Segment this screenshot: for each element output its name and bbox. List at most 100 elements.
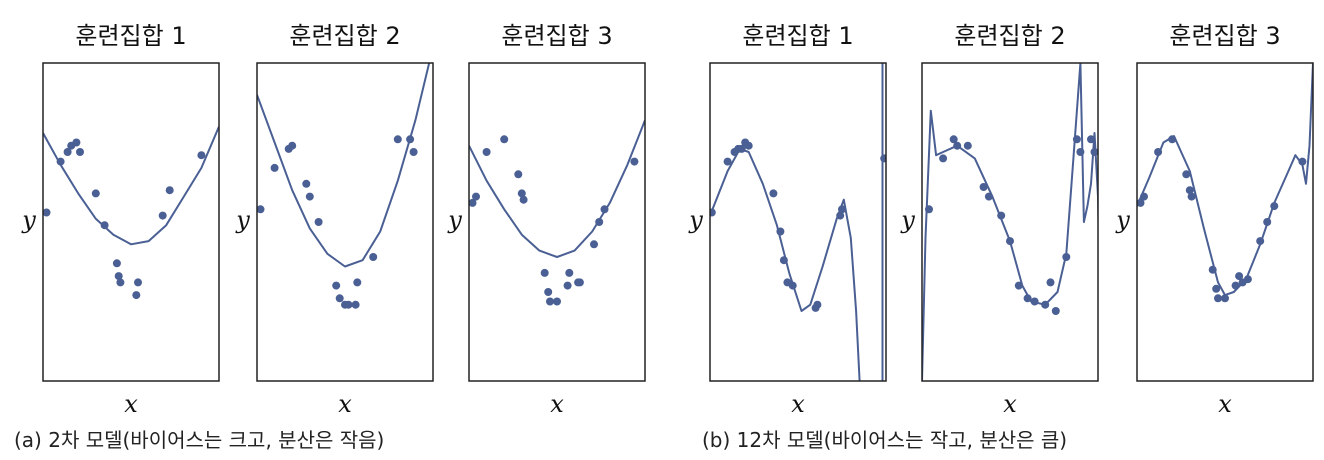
data-point — [590, 240, 598, 249]
data-point — [1006, 237, 1014, 246]
data-point — [949, 135, 958, 144]
data-point — [1090, 148, 1098, 156]
data-point — [540, 268, 549, 277]
data-point — [575, 278, 584, 287]
data-point — [1298, 157, 1307, 166]
data-point — [769, 189, 778, 198]
data-point — [1231, 281, 1240, 290]
data-point — [1046, 278, 1055, 287]
y-axis-label: y — [21, 206, 36, 234]
fit-curve-line — [257, 63, 431, 268]
figure-canvas: 훈련집합 1 x y 훈련집합 2 x y 훈련집합 3 x y 훈련집합 1 x y 훈련집합 2 x y… — [21, 22, 1314, 418]
data-point — [351, 300, 360, 309]
y-axis-label: y — [447, 206, 462, 234]
data-point — [56, 157, 65, 166]
data-point — [116, 278, 125, 287]
data-point — [1270, 202, 1279, 211]
fit-curve-line — [710, 147, 861, 381]
data-point — [134, 278, 142, 287]
fit-curve-line — [922, 63, 1098, 381]
data-point — [600, 205, 609, 214]
data-point — [779, 256, 788, 265]
x-axis-label: x — [550, 390, 564, 418]
x-axis-label: x — [791, 390, 805, 418]
data-point — [813, 300, 822, 309]
y-axis-label: y — [900, 206, 915, 234]
data-point — [314, 218, 323, 226]
chart-panel-2: 훈련집합 2 x y — [235, 22, 434, 418]
chart-title: 훈련집합 1 — [742, 22, 853, 50]
data-point — [1243, 275, 1252, 284]
data-point — [984, 192, 993, 201]
data-point — [43, 208, 51, 217]
data-point — [344, 300, 353, 309]
data-point — [1182, 170, 1191, 179]
data-point — [519, 195, 528, 204]
chart-panel-5: 훈련집합 2 x y — [900, 22, 1099, 418]
caption-left: (a) 2차 모델(바이어스는 크고, 분산은 작음) — [14, 428, 385, 452]
x-axis-label: x — [338, 390, 352, 418]
data-point — [100, 221, 109, 230]
plot-area — [469, 119, 645, 306]
plot-area — [1137, 63, 1313, 303]
data-point — [1030, 297, 1039, 306]
data-point — [353, 278, 362, 287]
chart-title: 훈련집합 2 — [289, 22, 400, 50]
data-point — [1208, 265, 1217, 274]
chart-title: 훈련집합 2 — [954, 22, 1065, 50]
data-point — [112, 259, 121, 268]
data-point — [925, 205, 933, 214]
data-point — [546, 297, 554, 306]
data-point — [1185, 186, 1194, 195]
data-point — [406, 135, 415, 144]
data-point — [723, 157, 732, 166]
data-point — [1137, 198, 1145, 207]
data-point — [1187, 192, 1196, 201]
data-point — [302, 179, 311, 188]
data-point — [1263, 218, 1272, 226]
data-point — [63, 148, 72, 156]
caption-right: (b) 12차 모델(바이어스는 작고, 분산은 큼) — [702, 428, 1068, 452]
data-point — [335, 294, 344, 303]
x-axis-label: x — [1003, 390, 1017, 418]
data-point — [91, 189, 100, 198]
chart-panel-6: 훈련집합 3 x y — [1115, 22, 1314, 418]
data-point — [595, 218, 604, 226]
data-point — [257, 205, 265, 214]
data-point — [744, 141, 753, 150]
plot-frame — [468, 62, 646, 382]
data-point — [393, 135, 402, 144]
data-point — [1256, 237, 1265, 246]
data-point — [788, 281, 797, 290]
data-point — [197, 151, 206, 160]
data-point — [469, 198, 477, 207]
data-point — [1023, 294, 1032, 303]
chart-panel-4: 훈련집합 1 x y — [688, 22, 887, 418]
data-point — [76, 148, 84, 156]
data-point — [979, 183, 988, 191]
data-point — [563, 281, 572, 290]
fit-curve-line — [43, 126, 219, 246]
data-point — [1062, 253, 1071, 261]
chart-title: 훈련집합 3 — [501, 22, 612, 50]
chart-panel-1: 훈련집합 1 x y — [21, 22, 220, 418]
data-point — [710, 208, 716, 217]
data-point — [630, 157, 639, 166]
data-point — [1072, 135, 1081, 144]
data-point — [500, 135, 509, 144]
plot-frame — [256, 62, 434, 382]
plot-frame — [42, 62, 220, 382]
data-point — [1235, 272, 1244, 281]
x-axis-label: x — [1218, 390, 1232, 418]
data-point — [514, 170, 523, 179]
chart-title: 훈련집합 3 — [1169, 22, 1280, 50]
data-point — [72, 138, 81, 147]
data-point — [517, 189, 526, 198]
data-point — [939, 154, 948, 163]
data-point — [472, 192, 480, 201]
data-point — [332, 281, 341, 290]
data-point — [1076, 148, 1085, 156]
data-point — [1168, 135, 1177, 144]
data-point — [1221, 294, 1229, 303]
data-point — [544, 288, 553, 296]
